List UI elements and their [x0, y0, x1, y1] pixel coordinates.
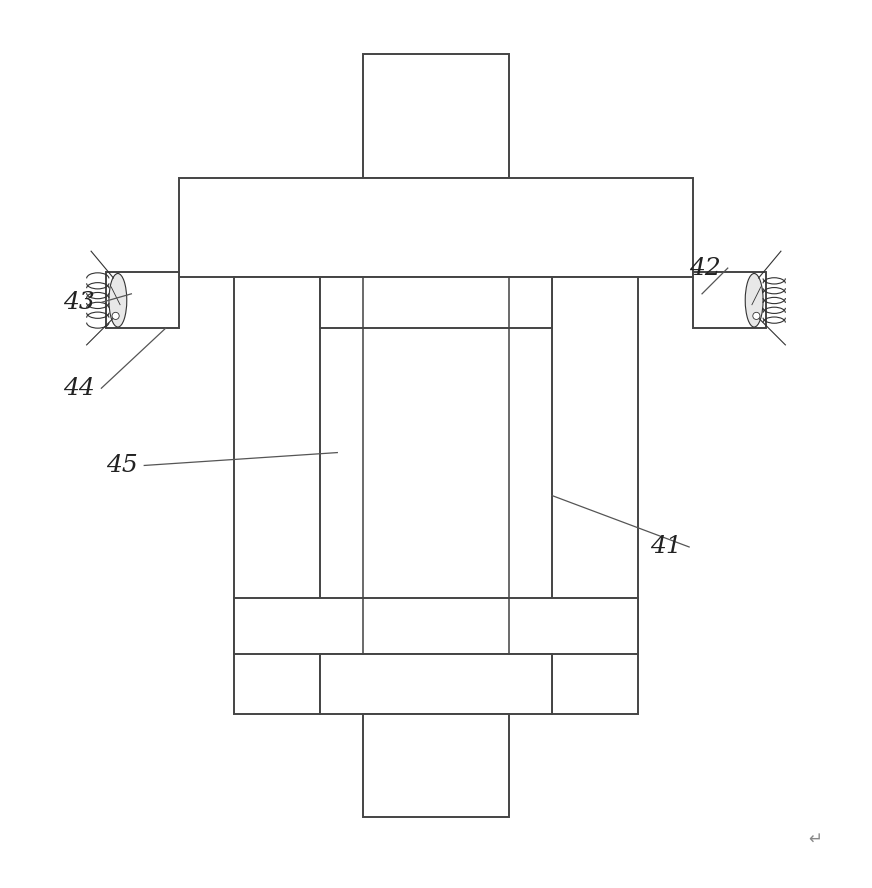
Circle shape — [112, 313, 119, 320]
Text: 41: 41 — [651, 535, 682, 559]
Text: 45: 45 — [106, 454, 138, 477]
Bar — [320, 654, 552, 714]
Bar — [179, 178, 693, 277]
Ellipse shape — [746, 274, 763, 327]
Bar — [320, 277, 552, 329]
Ellipse shape — [109, 274, 126, 327]
Text: 42: 42 — [689, 257, 721, 280]
Bar — [235, 277, 320, 714]
Bar — [363, 53, 509, 178]
Bar — [235, 599, 637, 654]
Text: ↵: ↵ — [808, 829, 822, 847]
Bar — [552, 277, 637, 714]
Text: 43: 43 — [63, 291, 94, 314]
Bar — [106, 273, 179, 329]
Circle shape — [753, 313, 760, 320]
Text: 44: 44 — [63, 377, 94, 400]
Bar — [363, 714, 509, 817]
Bar — [693, 273, 766, 329]
